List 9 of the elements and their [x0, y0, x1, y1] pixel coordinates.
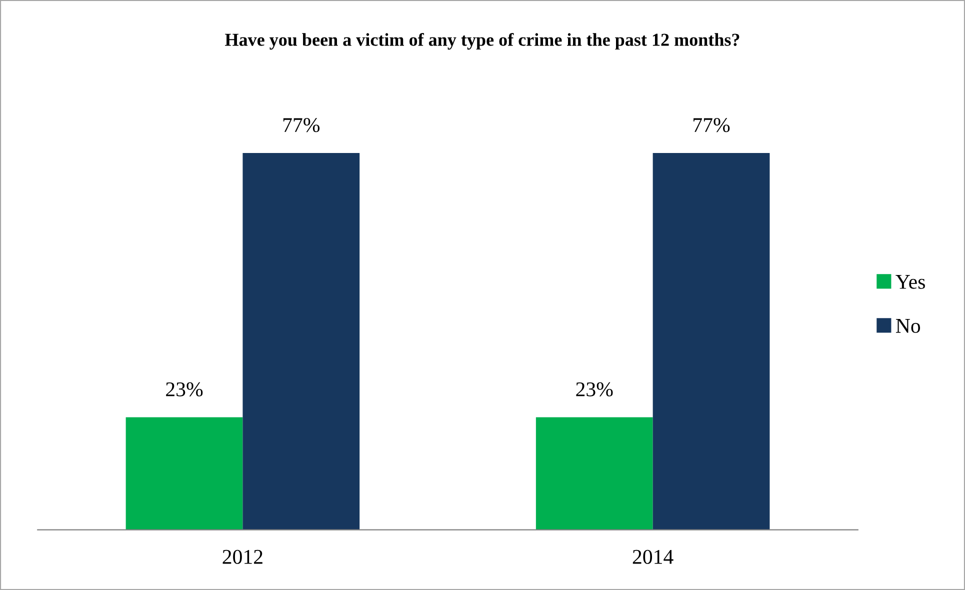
legend-label: No [896, 319, 920, 333]
data-label: 23% [576, 382, 613, 396]
chart-title: Have you been a victim of any type of crime in the past 12 months? [225, 32, 740, 50]
data-label: 77% [694, 118, 730, 132]
x-tick-label: 2012 [222, 550, 262, 564]
legend-label: Yes [896, 275, 925, 289]
data-label: 23% [166, 382, 203, 396]
data-label: 77% [283, 118, 320, 132]
x-tick-label: 2014 [632, 550, 674, 564]
